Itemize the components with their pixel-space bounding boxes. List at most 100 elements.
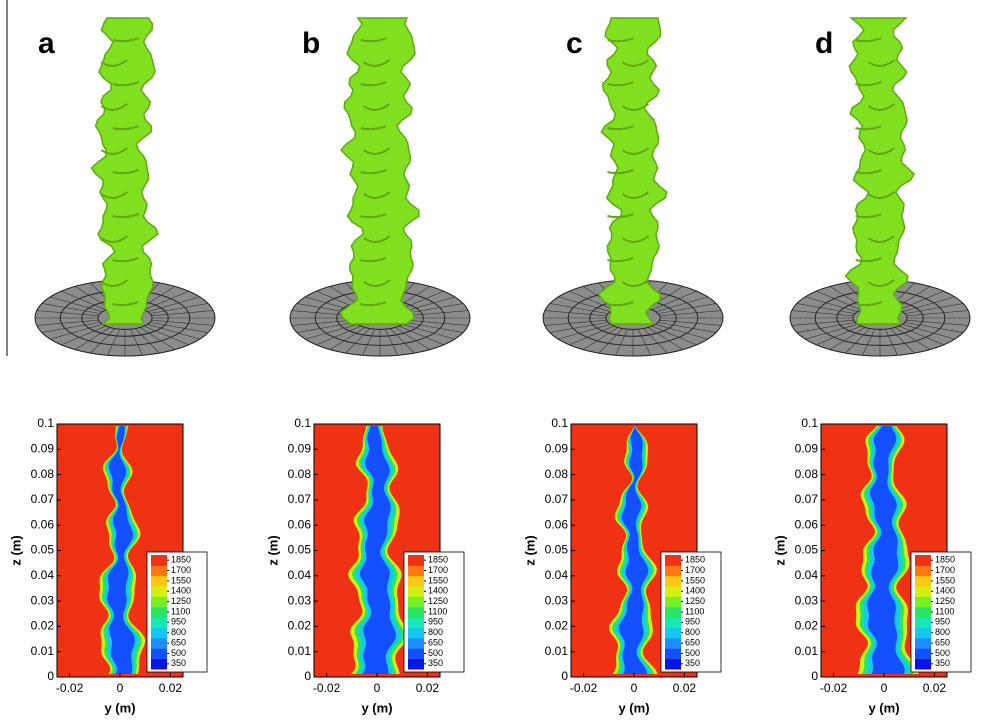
x-axis-label: y (m): [868, 700, 899, 715]
disk-spoke: [41, 303, 101, 314]
colorbar-label: 1550: [171, 575, 191, 585]
colorbar-label: 1850: [171, 555, 191, 565]
colorbar-label: 950: [171, 617, 186, 627]
colorbar-label: 350: [685, 658, 700, 668]
disk-spoke: [805, 324, 858, 340]
colorbar-swatch: [665, 555, 681, 566]
flame-fold: [100, 191, 128, 199]
disk-spoke: [655, 324, 708, 340]
colorbar-label: 950: [685, 617, 700, 627]
panel-label: b: [302, 27, 320, 60]
disk-spoke: [36, 319, 99, 326]
colorbar-swatch: [915, 627, 931, 639]
disk-spoke: [904, 303, 964, 314]
flame-fold: [867, 147, 896, 155]
flame-fold: [621, 59, 649, 67]
y-tick-label: 0: [811, 669, 818, 683]
x-tick-label: -0.02: [820, 681, 848, 695]
y-tick-label: 0.05: [31, 543, 55, 557]
colorbar-swatch: [151, 627, 167, 639]
colorbar-label: 1100: [935, 606, 954, 616]
disk-spoke: [147, 324, 200, 340]
disk-spoke: [651, 325, 697, 346]
x-tick-label: 0.02: [416, 681, 440, 695]
x-tick-label: 0.02: [673, 681, 697, 695]
disk-spoke: [637, 329, 651, 356]
colorbar-label: 650: [685, 637, 700, 647]
flame-fold: [363, 191, 391, 199]
panel-label: a: [38, 27, 55, 60]
flame-render: [789, 17, 971, 357]
colorbar-swatch: [665, 606, 681, 618]
disk-spoke: [657, 322, 717, 333]
colorbar-label: 1550: [935, 575, 955, 585]
disk-spoke: [291, 319, 354, 326]
disk-spoke: [50, 296, 103, 312]
disk-spoke: [796, 322, 856, 333]
x-axis-label: y (m): [104, 700, 135, 715]
disk-spoke: [791, 319, 854, 326]
disk-spoke: [805, 296, 858, 312]
disk-spoke: [906, 319, 969, 326]
disk-spoke: [404, 322, 464, 333]
disk-spoke: [305, 324, 358, 340]
panel-label: d: [815, 27, 833, 60]
disk-spoke: [902, 296, 955, 312]
disk-spoke: [50, 324, 103, 340]
colorbar-label: 350: [935, 658, 950, 668]
colorbar-swatch: [408, 586, 424, 597]
x-tick-label: -0.02: [313, 681, 341, 695]
flame-fold: [621, 147, 650, 155]
y-tick-label: 0.08: [31, 467, 55, 481]
x-tick-label: 0: [631, 681, 638, 695]
flame-fold: [621, 103, 650, 111]
disk-spoke: [151, 319, 214, 326]
y-tick-label: 0.03: [31, 593, 55, 607]
y-axis-label: z (m): [522, 535, 537, 565]
y-tick-label: 0.05: [795, 543, 819, 557]
disk-spoke: [657, 303, 717, 314]
disk-spoke: [569, 290, 615, 311]
colorbar-swatch: [408, 658, 424, 670]
y-tick-label: 0.01: [31, 644, 55, 658]
contour-band: [618, 426, 649, 674]
colorbar-swatch: [665, 617, 681, 629]
flame-fold: [621, 191, 650, 199]
disk-spoke: [829, 327, 866, 350]
colorbar-label: 1250: [935, 596, 955, 606]
flame-fold: [100, 103, 128, 111]
disk-spoke: [129, 329, 143, 356]
y-tick-label: 0.02: [795, 619, 819, 633]
y-tick-label: 0.07: [545, 492, 569, 506]
y-tick-label: 0.1: [551, 416, 568, 430]
flame-fold: [112, 125, 140, 131]
colorbar-label: 1550: [428, 575, 448, 585]
colorbar-swatch: [665, 627, 681, 639]
flame-fold: [359, 257, 387, 263]
disk-spoke: [558, 324, 611, 340]
flame-fold: [607, 125, 634, 131]
colorbar-swatch: [665, 586, 681, 597]
colorbar-label: 1400: [935, 586, 955, 596]
flame-fold: [855, 301, 883, 307]
panel-label: c: [566, 27, 583, 60]
colorbar-label: 1400: [171, 586, 191, 596]
y-tick-label: 0.1: [294, 416, 311, 430]
colorbar-swatch: [665, 575, 681, 587]
colorbar-label: 1250: [428, 596, 448, 606]
disk-spoke: [549, 303, 609, 314]
colorbar-swatch: [151, 555, 167, 566]
x-tick-label: 0.02: [159, 681, 183, 695]
disk-spoke: [362, 329, 376, 356]
y-tick-label: 0.03: [545, 593, 569, 607]
disk-spoke: [384, 329, 398, 356]
disk-spoke: [796, 303, 856, 314]
disk-spoke: [890, 328, 915, 354]
colorbar-label: 500: [935, 648, 950, 658]
y-tick-label: 0.06: [288, 517, 312, 531]
y-tick-label: 0.04: [545, 568, 569, 582]
y-tick-label: 0.07: [288, 492, 312, 506]
colorbar-swatch: [151, 596, 167, 608]
flame-fold: [112, 301, 139, 307]
